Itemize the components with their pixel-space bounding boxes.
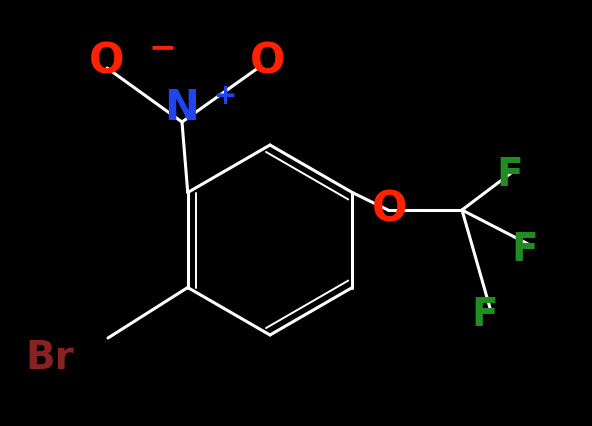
Text: F: F — [511, 231, 538, 269]
Text: O: O — [372, 189, 408, 231]
Text: Br: Br — [25, 339, 75, 377]
Text: O: O — [250, 41, 286, 83]
Text: F: F — [497, 156, 523, 194]
Text: −: − — [148, 32, 176, 64]
Text: N: N — [165, 87, 200, 129]
Text: F: F — [472, 296, 498, 334]
Text: +: + — [214, 82, 237, 110]
Text: O: O — [89, 41, 125, 83]
